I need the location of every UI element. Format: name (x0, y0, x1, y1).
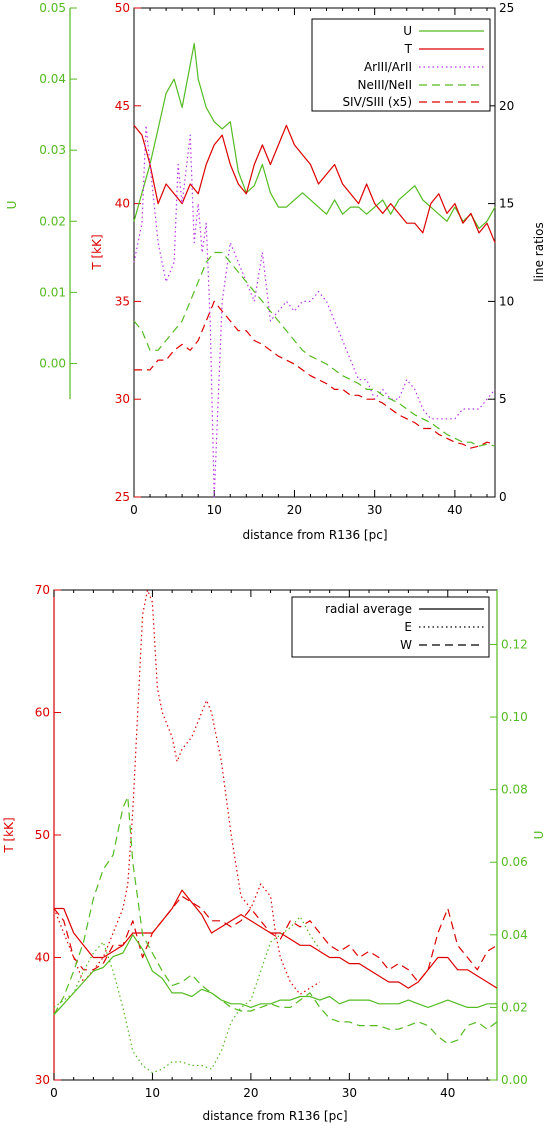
bottom-ticks: 0 10 20 30 40 30 40 50 60 70 0.00 0.02 0.04 0.06 0.08 0… (35, 583, 528, 1100)
top-x-tick-label: 10 (207, 503, 222, 517)
top-r-tick-label: 25 (499, 1, 514, 15)
bottom-u-tick-label: 0.04 (501, 928, 528, 942)
top-r-tick-label: 5 (499, 392, 507, 406)
top-x-tick-label: 0 (130, 503, 138, 517)
top-r-tick-label: 20 (499, 99, 514, 113)
bottom-u-tick-label: 0.12 (501, 637, 528, 651)
top-legend-label-u: U (403, 24, 412, 38)
bottom-x-axis-title: distance from R136 [pc] (202, 1109, 347, 1123)
top-legend-label-ne: NeIII/NeII (358, 78, 412, 92)
top-u-axis-title: U (5, 201, 19, 210)
top-legend-label-ar: ArIII/ArII (364, 60, 412, 74)
bottom-u-tick-label: 0.06 (501, 855, 528, 869)
top-t-tick-label: 45 (115, 99, 130, 113)
bottom-u-tick-label: 0.02 (501, 1000, 528, 1014)
top-u-tick-label: 0.01 (39, 285, 66, 299)
bottom-legend-label-avg: radial average (325, 602, 412, 616)
bottom-x-tick-label: 20 (243, 1086, 258, 1100)
bottom-t-axis-title: T [kK] (2, 817, 16, 853)
bottom-u-tick-label: 0.08 (501, 783, 528, 797)
bottom-chart: 0 10 20 30 40 30 40 50 60 70 0.00 0.02 0.04 0.06 0.08 0… (2, 583, 546, 1123)
top-legend: U T ArIII/ArII NeIII/NeII SIV/SIII (x5) (312, 19, 490, 111)
bottom-x-tick-label: 10 (145, 1086, 160, 1100)
bottom-t-tick-label: 50 (35, 828, 50, 842)
top-t-axis-title: T [kK] (90, 234, 104, 270)
bottom-legend: radial average E W (292, 597, 489, 657)
bottom-t-tick-label: 60 (35, 706, 50, 720)
bottom-u-axis-title: U (532, 831, 546, 840)
top-t-tick-label: 30 (115, 392, 130, 406)
bottom-t-tick-label: 70 (35, 583, 50, 597)
bottom-x-tick-label: 0 (50, 1086, 58, 1100)
top-r-tick-label: 15 (499, 197, 514, 211)
top-legend-label-t: T (404, 42, 413, 56)
top-t-tick-label: 35 (115, 294, 130, 308)
top-x-tick-label: 30 (367, 503, 382, 517)
bottom-u-tick-label: 0.10 (501, 710, 528, 724)
top-series-t (134, 125, 495, 242)
top-x-tick-label: 40 (447, 503, 462, 517)
bottom-x-tick-label: 40 (440, 1086, 455, 1100)
top-legend-label-s: SIV/SIII (x5) (342, 95, 412, 109)
top-t-tick-label: 25 (115, 490, 130, 504)
top-u-tick-label: 0.03 (39, 143, 66, 157)
bottom-t-tick-label: 30 (35, 1073, 50, 1087)
top-series-siv-siii-x5- (134, 301, 495, 448)
top-series (134, 44, 495, 498)
top-r-tick-label: 0 (499, 490, 507, 504)
top-ratio-axis-title: line ratios (532, 222, 546, 281)
top-x-tick-label: 20 (287, 503, 302, 517)
bottom-t-tick-label: 40 (35, 951, 50, 965)
top-u-tick-label: 0.00 (39, 356, 66, 370)
bottom-legend-label-w: W (400, 638, 412, 652)
top-u-tick-label: 0.05 (39, 1, 66, 15)
bottom-series (54, 590, 497, 1073)
top-r-tick-label: 10 (499, 294, 514, 308)
bottom-legend-label-e: E (404, 620, 412, 634)
top-u-tick-label: 0.02 (39, 214, 66, 228)
top-chart: 0 10 20 30 402530354045500.000.010.020.030.0… (5, 1, 546, 542)
top-t-tick-label: 50 (115, 1, 130, 15)
top-x-axis-title: distance from R136 [pc] (242, 528, 387, 542)
bottom-u-tick-label: 0.00 (501, 1073, 528, 1087)
bottom-series-t-e (54, 590, 320, 994)
top-series-ariii-arii (134, 125, 495, 497)
top-t-tick-label: 40 (115, 197, 130, 211)
top-u-tick-label: 0.04 (39, 72, 66, 86)
bottom-x-tick-label: 30 (342, 1086, 357, 1100)
